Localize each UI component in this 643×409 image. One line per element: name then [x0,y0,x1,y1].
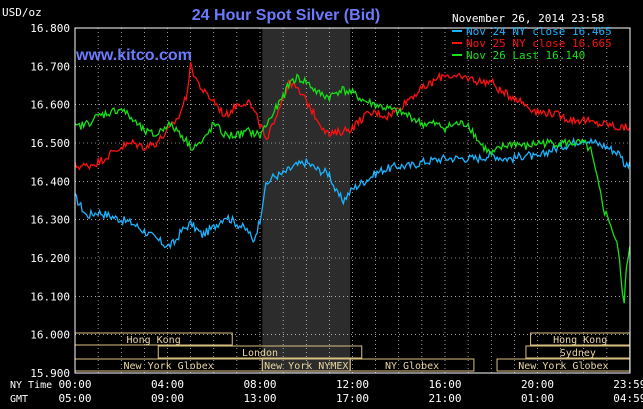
series-line [74,73,631,304]
x-tick-label-ny: 00:00 [58,378,91,391]
session-label: New York Globex [518,361,608,372]
x-tick-label-gmt: 04:59 [613,392,643,405]
y-tick-label: 16.600 [30,99,70,112]
x-tick-label-gmt: 01:00 [521,392,554,405]
watermark: www.kitco.com [75,47,192,64]
y-tick-labels: 15.900 16.000 16.100 16.200 16.300 16.400 16.5… [30,22,70,380]
plot-frame [74,27,631,374]
y-tick-label: 16.200 [30,252,70,265]
legend-entry: Nov 24 NY close 16.465 [466,25,612,38]
y-tick-label: 16.400 [30,175,70,188]
y-tick-label: 16.000 [30,329,70,342]
ny-time-label: NY Time [10,380,52,391]
price-series [74,62,631,304]
session-label: London [242,348,278,359]
session-label: Sydney [560,348,596,359]
session-label: NY Globex [385,361,439,372]
y-tick-label: 16.800 [30,22,70,35]
chart-title: 24 Hour Spot Silver (Bid) [192,7,380,24]
legend-entry: Nov 25 NY close 16.665 [466,37,612,50]
gmt-label: GMT [10,394,28,405]
x-tick-label-ny: 23:59 [613,378,643,391]
session-bars: Hong Kong Hong Kong London Sydney New York G… [74,332,631,372]
series-line [74,62,631,171]
x-tick-label-gmt: 09:00 [151,392,184,405]
y-axis-label: USD/oz [2,6,42,19]
y-tick-label: 16.700 [30,60,70,73]
x-tick-label-gmt: 21:00 [428,392,461,405]
session-label: Hong Kong [127,335,181,346]
timestamp: November 26, 2014 23:58 [452,12,604,25]
y-tick-label: 16.100 [30,290,70,303]
x-tick-label-gmt: 05:00 [58,392,91,405]
y-tick-label: 16.300 [30,214,70,227]
x-tick-label-gmt: 13:00 [243,392,276,405]
session-label: New York Globex [124,361,214,372]
y-tick-label: 16.500 [30,137,70,150]
x-tick-label-ny: 12:00 [336,378,369,391]
session-label: Hong Kong [553,335,607,346]
x-tick-label-ny: 08:00 [243,378,276,391]
x-tick-label-ny: 16:00 [428,378,461,391]
x-tick-label-ny: 20:00 [521,378,554,391]
x-tick-label-ny: 04:00 [151,378,184,391]
session-label: New York NYMEX [264,361,348,372]
session-bar [349,358,475,372]
y-tick-label: 15.900 [30,367,70,380]
series-line [74,136,631,250]
legend-entry: Nov 26 Last 16.140 [466,49,585,62]
session-bar [157,345,363,359]
x-tick-label-gmt: 17:00 [336,392,369,405]
